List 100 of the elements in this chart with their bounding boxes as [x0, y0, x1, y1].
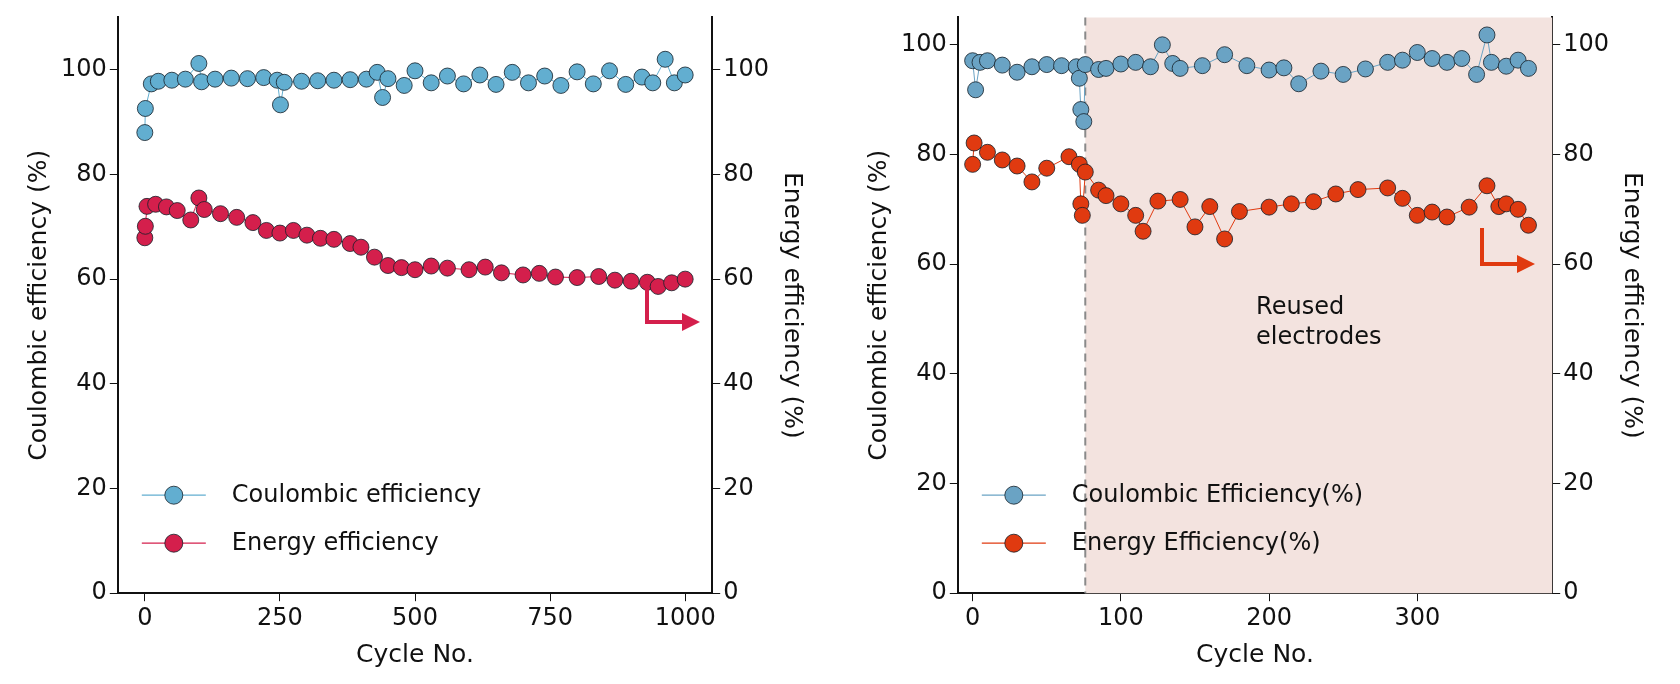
point: [1023, 58, 1041, 76]
point: [1127, 206, 1145, 224]
point: [1053, 57, 1070, 75]
point: [275, 73, 293, 91]
point: [366, 248, 383, 266]
legend-label: Energy efficiency: [231, 528, 439, 557]
point: [1509, 200, 1527, 218]
point: [1142, 58, 1159, 76]
point: [1149, 192, 1167, 210]
point: [239, 70, 256, 88]
point: [325, 71, 343, 89]
point: [1076, 163, 1094, 181]
point: [222, 69, 240, 87]
point: [1282, 195, 1300, 213]
y-tick-label: 0: [931, 577, 947, 606]
y-tick-label: 60: [916, 248, 947, 277]
point: [676, 270, 694, 288]
point: [1478, 177, 1496, 195]
point: [1112, 55, 1130, 73]
point: [1290, 75, 1308, 93]
point: [341, 71, 359, 89]
y-tick-label: 20: [76, 472, 107, 501]
point: [1193, 57, 1211, 75]
point: [1438, 208, 1456, 226]
point: [1238, 57, 1256, 75]
point: [395, 77, 413, 94]
point: [493, 264, 510, 282]
point: [1357, 60, 1374, 78]
point: [406, 261, 424, 279]
point: [460, 261, 478, 279]
point: [206, 70, 224, 88]
point: [568, 63, 586, 81]
point: [1509, 51, 1527, 69]
point: [1023, 173, 1041, 191]
point: [1260, 61, 1278, 79]
point: [584, 75, 602, 93]
y2-tick-label: 60: [1563, 248, 1594, 277]
point: [1008, 157, 1026, 175]
y2-axis-title: Energy efficiency (%): [778, 171, 808, 439]
point: [665, 74, 683, 92]
point: [1453, 50, 1471, 67]
point: [1305, 193, 1322, 211]
point: [190, 55, 208, 72]
point: [422, 74, 440, 92]
point: [1201, 198, 1219, 215]
y-tick-label: 40: [916, 358, 947, 387]
point: [676, 66, 694, 84]
x-axis-title: Cycle No.: [356, 638, 474, 668]
point: [1075, 113, 1093, 130]
x-tick-label: 250: [257, 602, 303, 631]
point: [964, 155, 982, 173]
point: [1394, 51, 1411, 69]
point: [293, 72, 310, 90]
point: [547, 268, 564, 286]
point: [536, 67, 554, 85]
y2-axis-title: Energy efficiency (%): [1618, 171, 1648, 439]
point: [309, 72, 327, 90]
point: [1394, 189, 1411, 207]
point: [422, 257, 440, 275]
point: [136, 100, 154, 117]
point: [1153, 36, 1171, 54]
point: [967, 81, 984, 99]
point: [520, 74, 537, 92]
point: [514, 266, 532, 284]
point: [149, 72, 167, 90]
y-tick-label: 100: [61, 53, 107, 82]
x-tick-label: 100: [1097, 602, 1144, 631]
point: [406, 62, 424, 80]
point: [325, 230, 343, 248]
point: [1260, 198, 1278, 216]
point: [168, 202, 186, 219]
point: [1312, 62, 1330, 80]
point: [312, 229, 329, 247]
point: [379, 257, 397, 274]
point: [590, 268, 608, 285]
point: [1171, 191, 1189, 208]
point: [272, 96, 289, 114]
point: [195, 201, 213, 218]
point: [1334, 66, 1352, 83]
point: [1216, 230, 1234, 248]
x-tick-label: 500: [392, 602, 438, 631]
point: [1275, 59, 1293, 77]
point: [1408, 206, 1426, 224]
point: [622, 272, 640, 290]
y-axis-title: Coulombic efficiency (%): [22, 149, 52, 461]
point: [993, 56, 1011, 74]
y2-tick-label: 60: [723, 263, 754, 292]
y2-tick-label: 40: [1563, 358, 1594, 387]
band-label: Reused electrodes: [1256, 291, 1382, 350]
point: [663, 274, 681, 292]
point: [617, 76, 635, 93]
point: [1186, 218, 1204, 236]
point: [552, 77, 570, 94]
point: [993, 151, 1011, 169]
point: [1127, 53, 1145, 71]
point: [1112, 195, 1130, 213]
point: [136, 217, 154, 235]
point: [1520, 216, 1537, 234]
y2-tick-label: 0: [1563, 577, 1579, 606]
point: [244, 214, 262, 231]
